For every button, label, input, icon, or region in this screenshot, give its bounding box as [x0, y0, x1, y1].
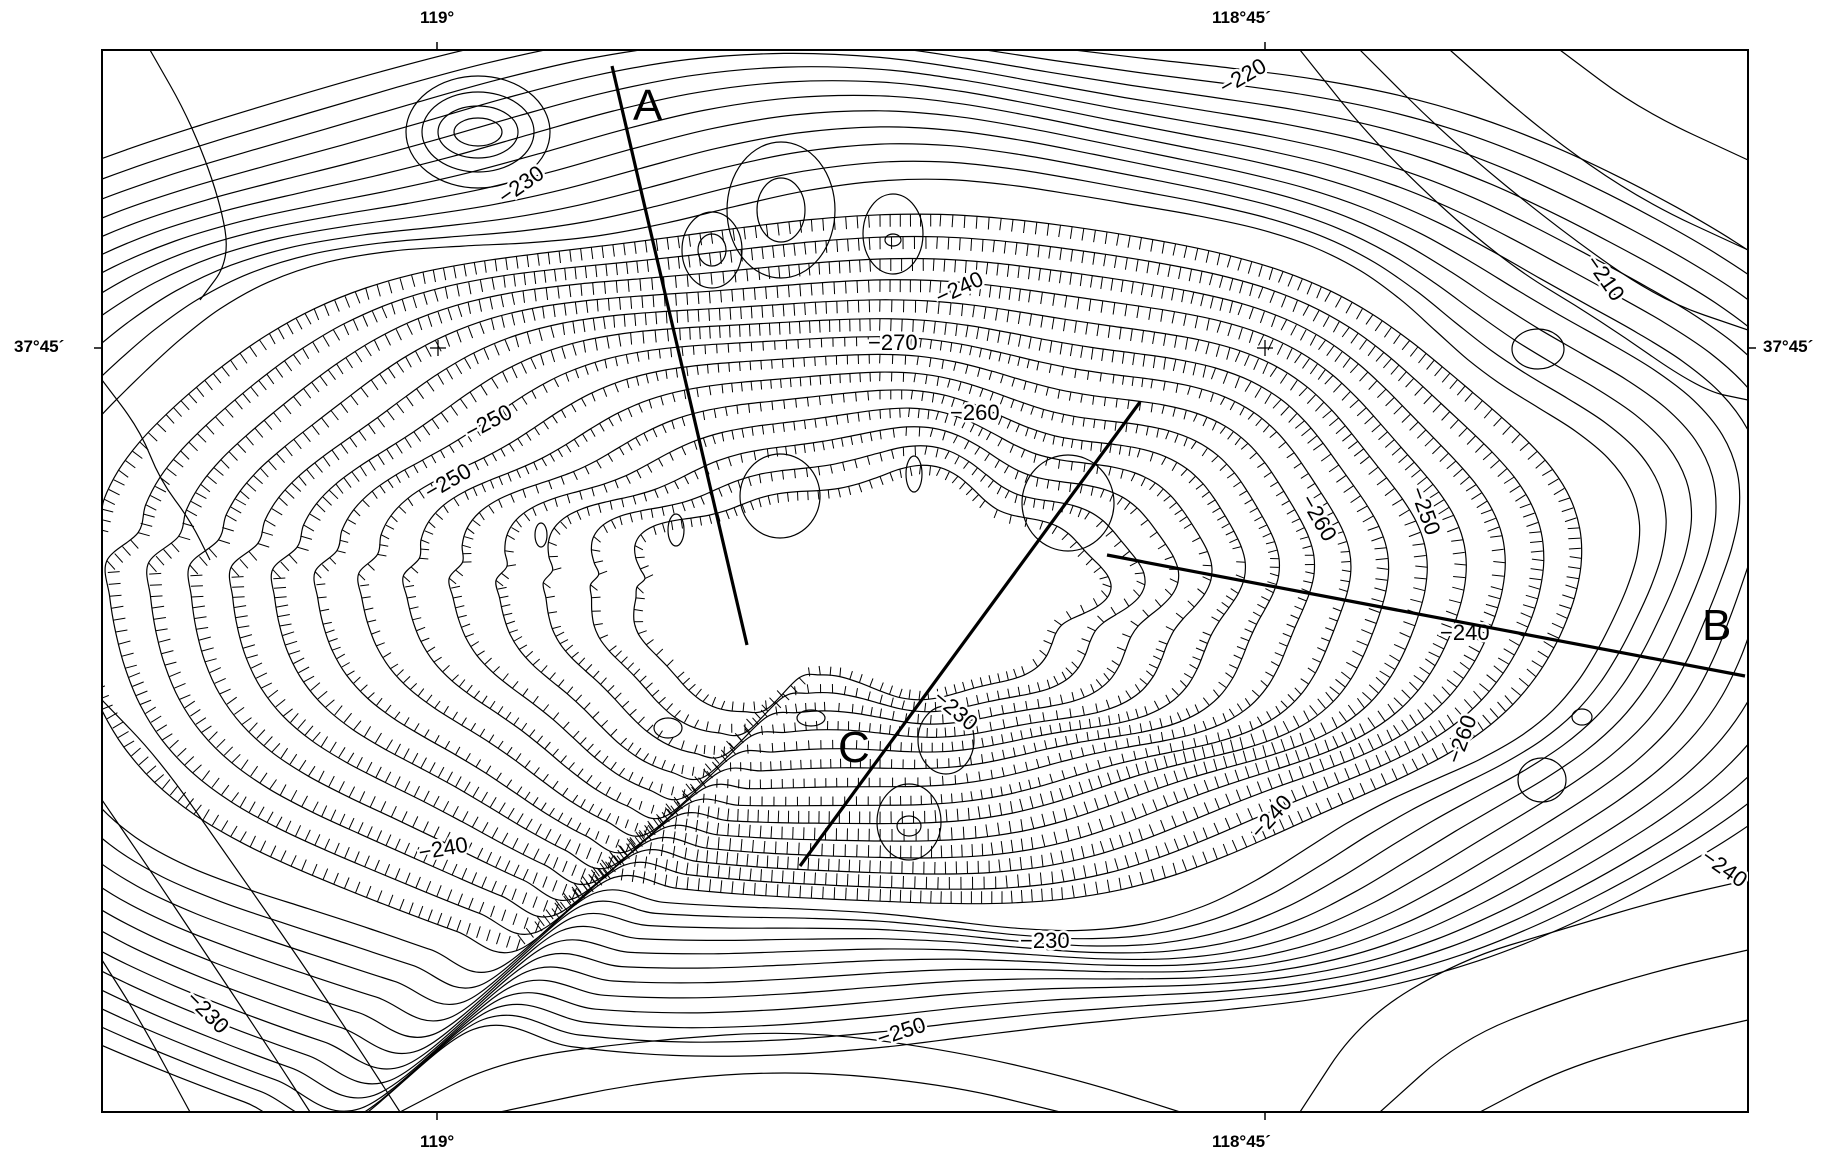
- profile-lines: [610, 65, 1746, 867]
- closed-contours: [405, 75, 1593, 861]
- bottom-longitude-label-1: 119°: [420, 1132, 455, 1151]
- contour-value-label: −230: [494, 160, 549, 209]
- contour-line: [102, 379, 211, 561]
- depression-contour: [104, 235, 1545, 935]
- contour-line: [102, 50, 1748, 1112]
- profile-label-a: A: [633, 81, 663, 130]
- frame-ticks: [94, 42, 1756, 1120]
- right-latitude-label: 37°45´: [1763, 337, 1814, 356]
- depression-contour: [633, 464, 1112, 714]
- contour-line: [1299, 50, 1748, 401]
- profile-label-b: B: [1702, 601, 1731, 650]
- contour-value-label: −260: [950, 400, 1000, 425]
- left-latitude-label: 37°45´: [14, 337, 65, 356]
- contour-line: [102, 50, 1748, 1112]
- depression-contour: [102, 213, 1583, 954]
- contour-value-label: −230: [1020, 928, 1070, 953]
- contour-value-label: −260: [1441, 712, 1481, 767]
- contour-line: [102, 799, 311, 1112]
- bottom-longitude-label-2: 118°45´: [1212, 1132, 1271, 1151]
- contour-line: [102, 143, 1693, 1006]
- contour-line: [102, 52, 1748, 1099]
- depression-contour: [589, 445, 1146, 737]
- profile-line-b: [1106, 553, 1746, 678]
- contour-line: [102, 160, 1667, 989]
- contour-line: [102, 50, 1748, 1112]
- depression-contours: [102, 213, 1583, 954]
- contour-value-label: −220: [1215, 53, 1270, 99]
- profile-line-c: [798, 401, 1142, 867]
- contour-value-labels: −230 −240 −250 −260 −270 −260 −250 −240 −230 −220…: [179, 50, 1748, 1053]
- contour-line: [499, 1072, 1061, 1112]
- depression-contour: [270, 318, 1390, 870]
- contour-line: [1449, 50, 1748, 251]
- contour-value-label: −270: [868, 330, 918, 355]
- contour-line: [399, 1032, 1181, 1112]
- contour-line: [102, 94, 1748, 1055]
- map-frame: [101, 49, 1749, 1113]
- contour-value-label: −240: [417, 832, 470, 865]
- top-longitude-label-2: 118°45´: [1212, 8, 1271, 27]
- contour-value-label: −260: [1296, 490, 1342, 545]
- top-longitude-label-1: 119°: [420, 8, 455, 27]
- contour-line: [1359, 50, 1748, 331]
- contour-line: [1479, 1019, 1748, 1112]
- contour-value-label: −250: [1405, 483, 1445, 538]
- contour-line: [149, 50, 227, 301]
- contour-line: [102, 178, 1641, 973]
- contour-line: [102, 699, 401, 1112]
- contour-value-label: −230: [181, 986, 234, 1039]
- contour-line: [1379, 949, 1748, 1112]
- contour-line: [102, 959, 191, 1112]
- contour-line: [1559, 50, 1748, 161]
- contour-value-label: −210: [1581, 251, 1630, 306]
- contour-lines: [102, 50, 1748, 1112]
- contour-line: [102, 80, 1748, 1070]
- contour-line: [102, 110, 1741, 1038]
- graticule-cross: [430, 340, 1273, 356]
- profile-label-c: C: [838, 723, 870, 772]
- contour-line: [1299, 879, 1748, 1112]
- depression-contour: [313, 336, 1352, 854]
- contour-line: [102, 66, 1748, 1085]
- profile-line-a: [610, 65, 749, 646]
- contour-line: [102, 126, 1717, 1022]
- contour-value-label: −250: [461, 399, 516, 444]
- contour-value-label: −240: [1440, 620, 1490, 645]
